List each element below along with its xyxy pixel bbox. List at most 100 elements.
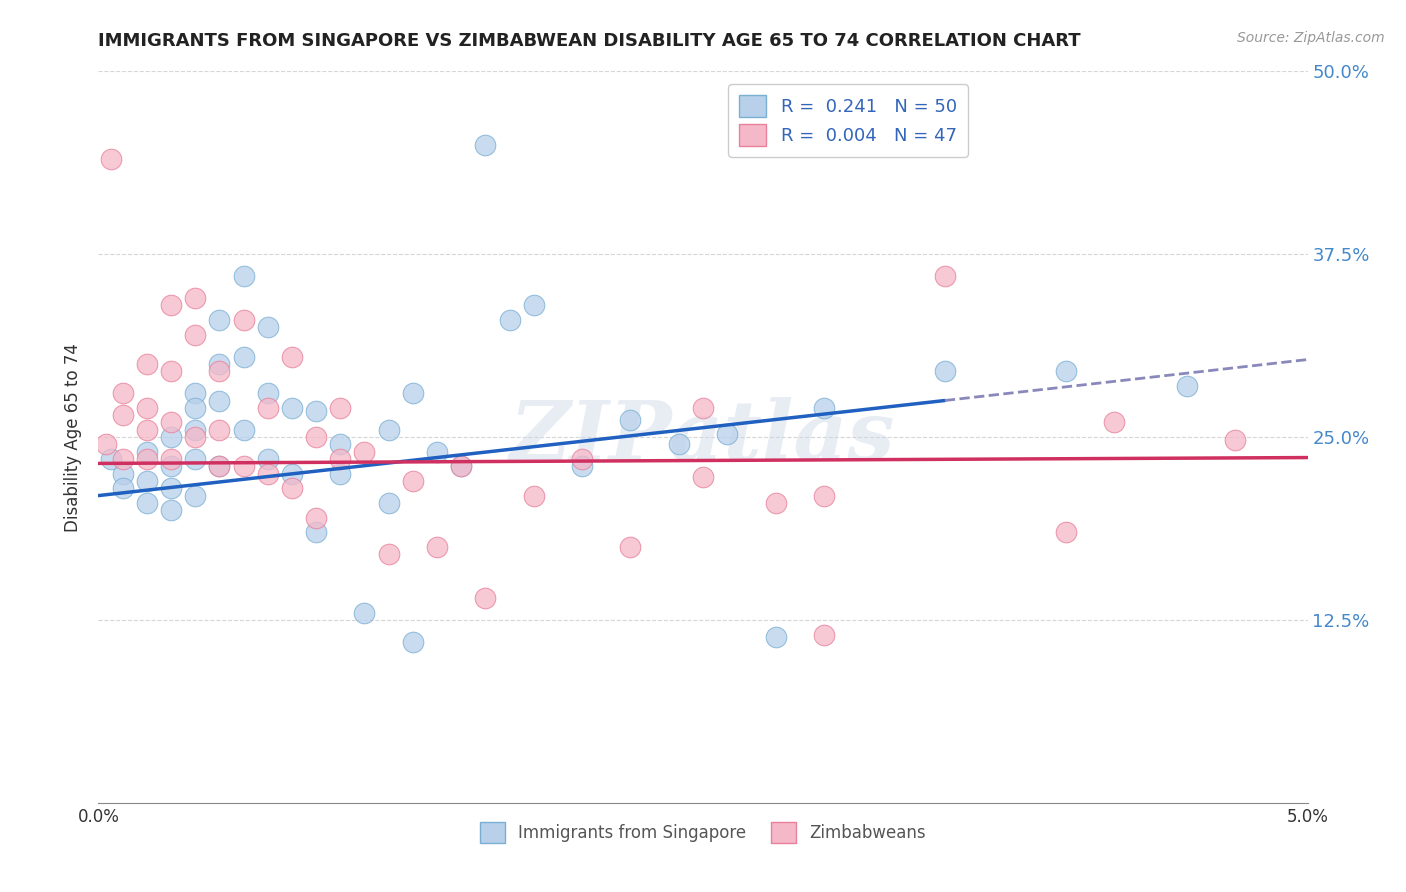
Point [208,313,231,327]
Point [160,452,183,467]
Point [111,481,134,495]
Point [353,444,375,458]
Point [135,496,157,510]
Point [402,474,425,488]
Text: ZIPatlas: ZIPatlas [510,397,896,477]
Point [232,269,254,284]
Point [450,459,472,474]
Text: IMMIGRANTS FROM SINGAPORE VS ZIMBABWEAN DISABILITY AGE 65 TO 74 CORRELATION CHAR: IMMIGRANTS FROM SINGAPORE VS ZIMBABWEAN … [98,32,1081,50]
Point [160,481,183,495]
Point [184,327,207,342]
Point [208,357,231,371]
Point [1175,379,1198,393]
Point [402,386,425,401]
Point [402,635,425,649]
Point [934,364,956,378]
Point [256,386,278,401]
Point [111,386,134,401]
Point [305,430,328,444]
Point [1054,364,1077,378]
Point [184,430,207,444]
Point [329,401,352,415]
Point [111,452,134,467]
Point [498,313,520,327]
Point [450,459,472,474]
Point [571,459,593,474]
Point [813,489,835,503]
Point [160,503,183,517]
Point [571,452,593,467]
Point [692,469,714,483]
Point [160,459,183,474]
Point [474,591,496,605]
Point [94,437,117,451]
Point [208,459,231,474]
Point [377,423,399,437]
Point [1054,525,1077,540]
Point [135,401,157,415]
Point [692,401,714,415]
Point [184,489,207,503]
Y-axis label: Disability Age 65 to 74: Disability Age 65 to 74 [65,343,83,532]
Point [619,412,641,426]
Point [1223,433,1246,447]
Point [160,364,183,378]
Point [281,467,304,481]
Point [329,452,352,467]
Point [765,496,787,510]
Point [377,496,399,510]
Point [256,401,278,415]
Point [281,350,304,364]
Point [135,452,157,467]
Point [160,416,183,430]
Point [523,298,546,312]
Point [426,540,449,554]
Point [100,152,122,166]
Point [256,467,278,481]
Point [184,423,207,437]
Point [232,313,254,327]
Point [232,350,254,364]
Point [160,430,183,444]
Point [281,481,304,495]
Point [160,298,183,312]
Point [256,452,278,467]
Point [232,423,254,437]
Point [765,631,787,645]
Point [184,291,207,305]
Point [813,627,835,641]
Point [329,437,352,451]
Point [426,444,449,458]
Point [111,408,134,422]
Point [208,423,231,437]
Point [184,452,207,467]
Point [208,393,231,408]
Point [208,459,231,474]
Point [232,459,254,474]
Point [716,427,738,442]
Point [305,510,328,524]
Point [668,437,690,451]
Point [305,525,328,540]
Point [474,137,496,152]
Point [184,386,207,401]
Text: Source: ZipAtlas.com: Source: ZipAtlas.com [1237,31,1385,45]
Point [184,401,207,415]
Point [135,444,157,458]
Point [208,364,231,378]
Point [256,320,278,334]
Point [135,357,157,371]
Point [619,540,641,554]
Point [934,269,956,284]
Point [1102,416,1125,430]
Point [377,547,399,561]
Point [100,452,122,467]
Point [813,401,835,415]
Point [135,474,157,488]
Point [281,401,304,415]
Point [329,467,352,481]
Point [353,606,375,620]
Point [111,467,134,481]
Legend: Immigrants from Singapore, Zimbabweans: Immigrants from Singapore, Zimbabweans [474,815,932,849]
Point [135,423,157,437]
